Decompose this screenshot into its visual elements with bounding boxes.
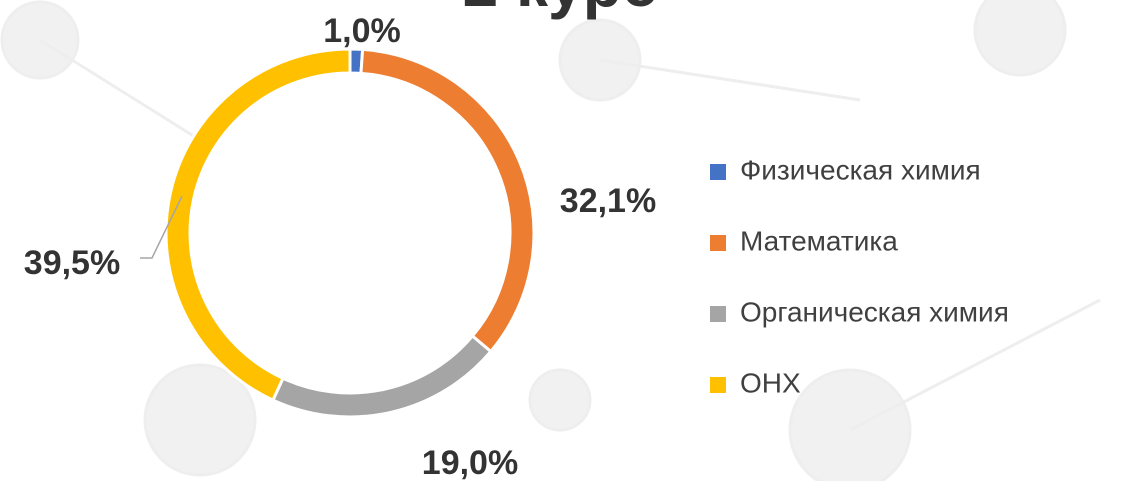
- legend-swatch: [710, 164, 726, 180]
- legend-swatch: [710, 306, 726, 322]
- donut-segment: [166, 49, 350, 400]
- legend-label: ОНХ: [740, 367, 801, 398]
- legend-swatch: [710, 235, 726, 251]
- chart-title: 2 курс: [463, 0, 658, 20]
- data-label: 32,1%: [560, 182, 656, 220]
- data-label: 1,0%: [323, 12, 401, 50]
- legend-label: Физическая химия: [740, 154, 981, 185]
- legend: Физическая химия Математика Органическая х…: [710, 154, 1009, 398]
- chart: 2 курс 1,0% 32,1% 19,0% 39,5% Физическая хи…: [0, 0, 1122, 481]
- donut-segment: [361, 49, 534, 351]
- donut-segment: [273, 336, 491, 417]
- legend-label: Органическая химия: [740, 296, 1009, 327]
- data-label: 39,5%: [24, 244, 120, 282]
- data-label: 19,0%: [422, 444, 518, 481]
- legend-swatch: [710, 377, 726, 393]
- legend-label: Математика: [740, 225, 898, 256]
